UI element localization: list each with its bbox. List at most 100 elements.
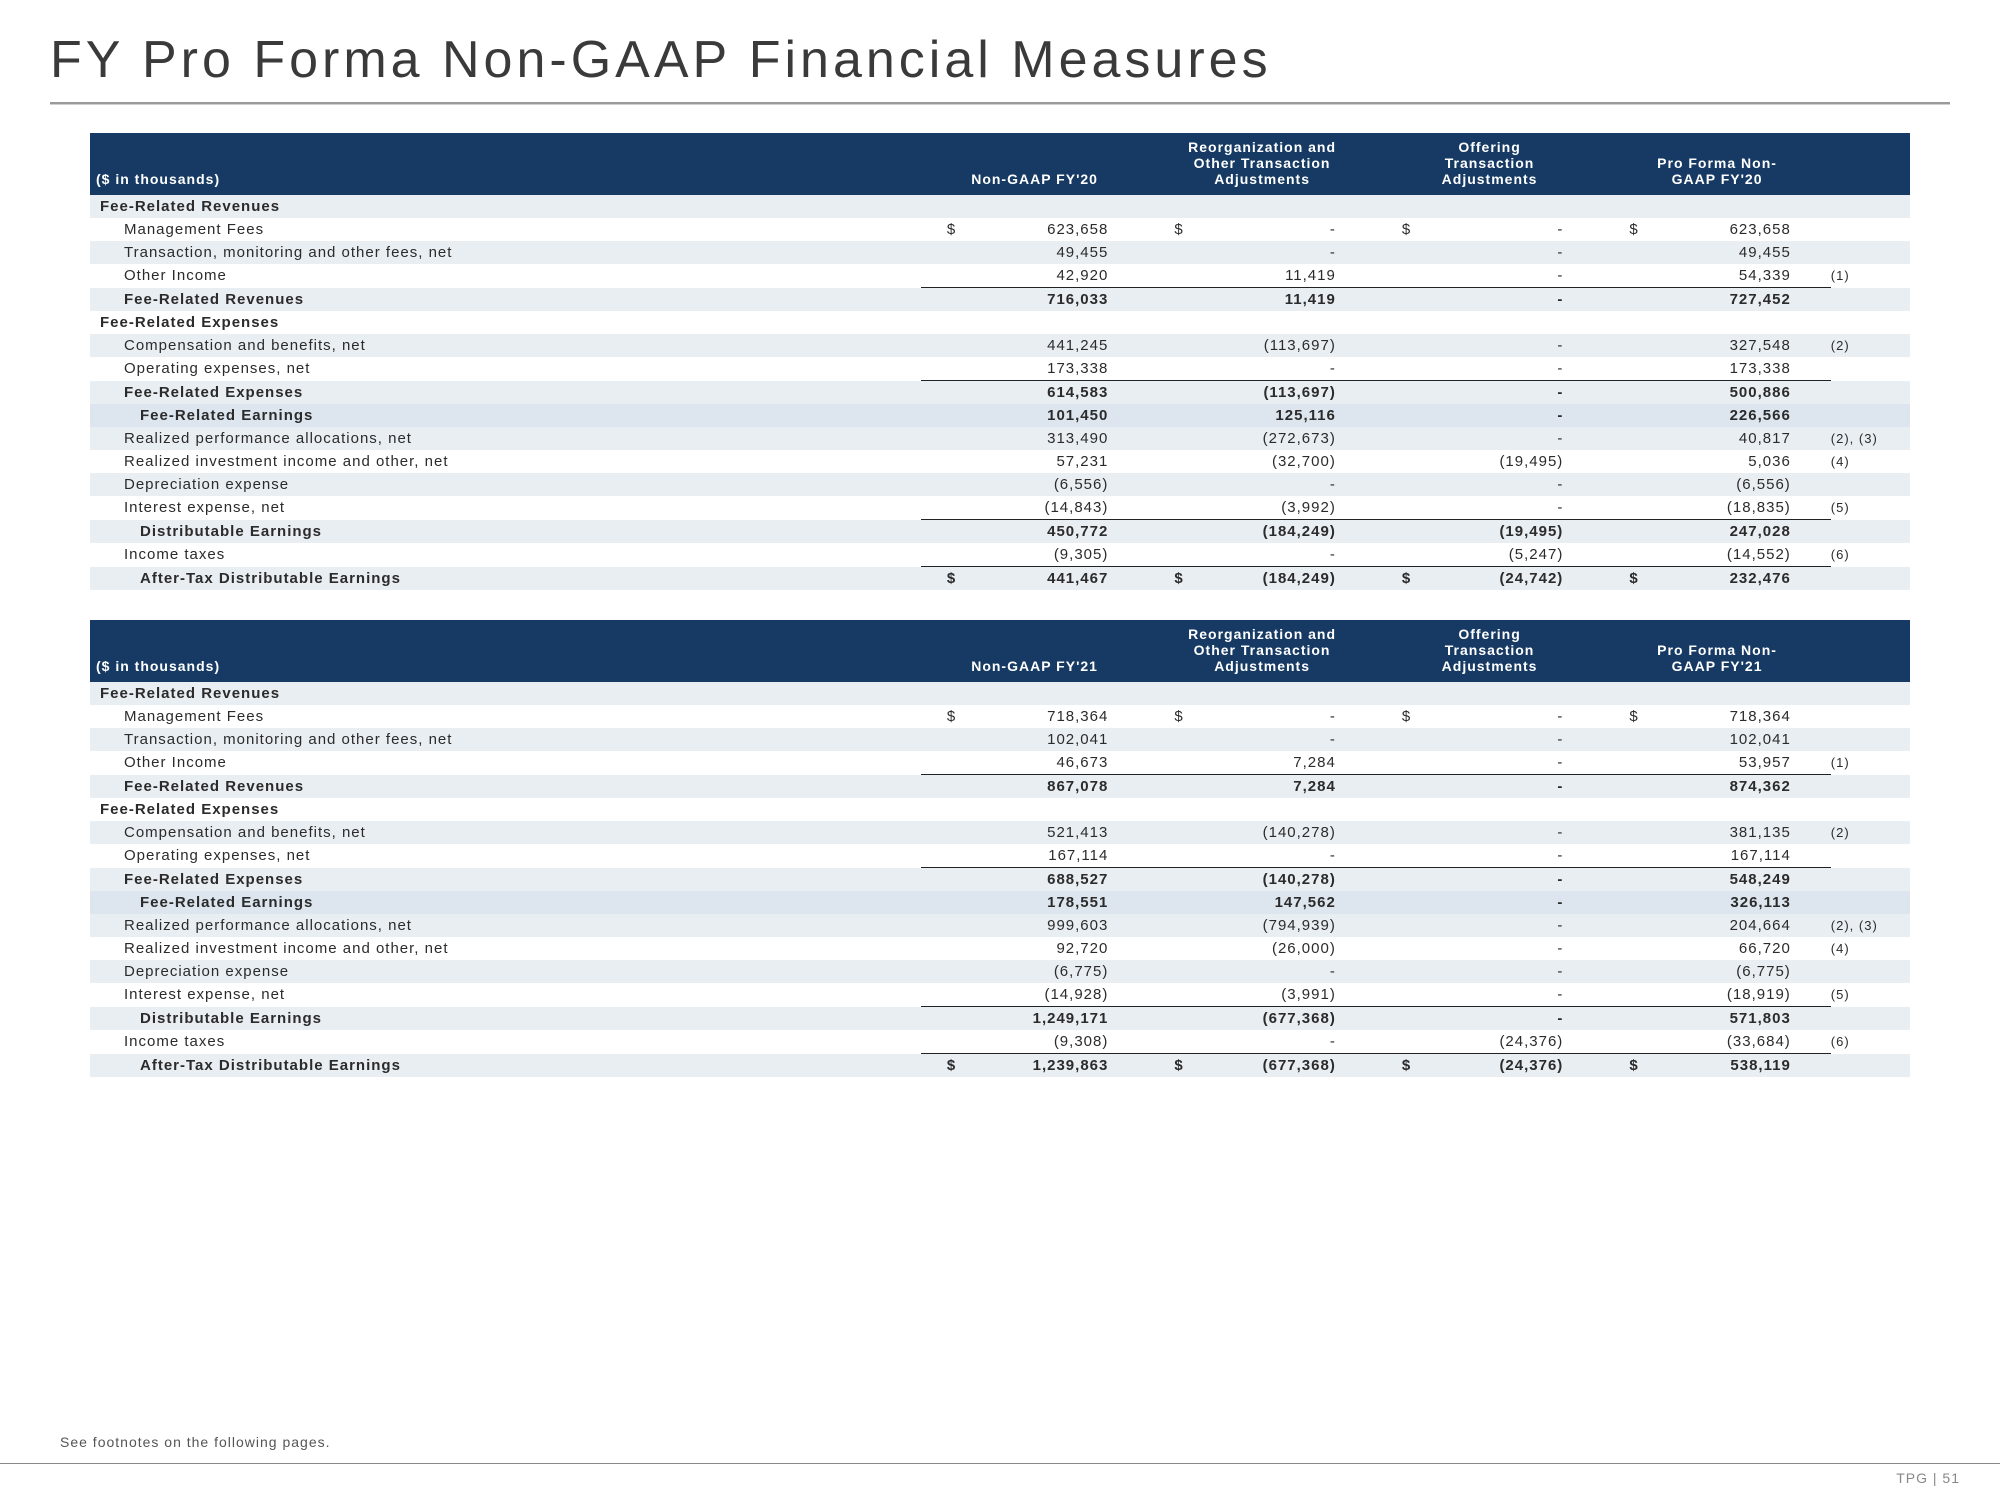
- table-row: Fee-Related Earnings178,551147,562-326,1…: [90, 891, 1910, 914]
- col-reorg: Reorganization andOther TransactionAdjus…: [1148, 133, 1375, 195]
- cell: $232,476: [1603, 567, 1830, 591]
- footnote-ref: (4): [1831, 937, 1910, 960]
- cell: 450,772: [921, 520, 1148, 544]
- cell: 326,113: [1603, 891, 1830, 914]
- footnote-ref: [1831, 868, 1910, 892]
- cell: -: [1376, 891, 1603, 914]
- table-row: Fee-Related Earnings101,450125,116-226,5…: [90, 404, 1910, 427]
- footnote-ref: (1): [1831, 751, 1910, 775]
- row-label: Management Fees: [90, 705, 921, 728]
- cell: -: [1148, 728, 1375, 751]
- cell: 571,803: [1603, 1007, 1830, 1031]
- cell: 500,886: [1603, 381, 1830, 405]
- cell: (6,556): [1603, 473, 1830, 496]
- cell: 7,284: [1148, 775, 1375, 799]
- page-rule: [0, 1463, 2000, 1464]
- cell: (9,308): [921, 1030, 1148, 1054]
- table-row: Fee-Related Revenues: [90, 195, 1910, 218]
- page-title: FY Pro Forma Non-GAAP Financial Measures: [50, 30, 1950, 102]
- cell: 102,041: [921, 728, 1148, 751]
- section-label: Fee-Related Revenues: [90, 682, 1910, 705]
- cell: (113,697): [1148, 381, 1375, 405]
- cell: -: [1376, 496, 1603, 520]
- table-fy21: ($ in thousands) Non-GAAP FY'21 Reorgani…: [50, 620, 1950, 1077]
- cell: 226,566: [1603, 404, 1830, 427]
- table-fy20: ($ in thousands) Non-GAAP FY'20 Reorgani…: [50, 133, 1950, 590]
- cell: -: [1376, 381, 1603, 405]
- cell: 381,135: [1603, 821, 1830, 844]
- cell: (5,247): [1376, 543, 1603, 567]
- table-row: Operating expenses, net167,114--167,114: [90, 844, 1910, 868]
- cell: 101,450: [921, 404, 1148, 427]
- cell: (14,843): [921, 496, 1148, 520]
- col-note: [1831, 133, 1910, 195]
- cell: $718,364: [1603, 705, 1830, 728]
- cell: -: [1148, 357, 1375, 381]
- footnote-ref: (5): [1831, 496, 1910, 520]
- cell: 1,249,171: [921, 1007, 1148, 1031]
- cell: (18,919): [1603, 983, 1830, 1007]
- section-label: Fee-Related Expenses: [90, 798, 1910, 821]
- cell: $(24,376): [1376, 1054, 1603, 1078]
- row-label: Fee-Related Revenues: [90, 775, 921, 799]
- cell: 49,455: [921, 241, 1148, 264]
- cell: 521,413: [921, 821, 1148, 844]
- row-label: Transaction, monitoring and other fees, …: [90, 728, 921, 751]
- cell: $-: [1148, 218, 1375, 241]
- table-row: Depreciation expense(6,775)--(6,775): [90, 960, 1910, 983]
- table-row: Depreciation expense(6,556)--(6,556): [90, 473, 1910, 496]
- cell: -: [1376, 751, 1603, 775]
- table-row: Fee-Related Expenses614,583(113,697)-500…: [90, 381, 1910, 405]
- cell: 688,527: [921, 868, 1148, 892]
- table-row: Compensation and benefits, net521,413(14…: [90, 821, 1910, 844]
- table-row: After-Tax Distributable Earnings$1,239,8…: [90, 1054, 1910, 1078]
- cell: -: [1376, 473, 1603, 496]
- footnote-ref: [1831, 357, 1910, 381]
- table-row: Distributable Earnings1,249,171(677,368)…: [90, 1007, 1910, 1031]
- section-label: Fee-Related Expenses: [90, 311, 1910, 334]
- cell: $(184,249): [1148, 567, 1375, 591]
- cell: -: [1376, 728, 1603, 751]
- table-row: Realized investment income and other, ne…: [90, 450, 1910, 473]
- cell: 54,339: [1603, 264, 1830, 288]
- cell: 716,033: [921, 288, 1148, 312]
- footnote-ref: (1): [1831, 264, 1910, 288]
- cell: $623,658: [921, 218, 1148, 241]
- table-row: Interest expense, net(14,843)(3,992)-(18…: [90, 496, 1910, 520]
- cell: (9,305): [921, 543, 1148, 567]
- row-label: Depreciation expense: [90, 960, 921, 983]
- row-label: Realized investment income and other, ne…: [90, 450, 921, 473]
- cell: (18,835): [1603, 496, 1830, 520]
- cell: -: [1148, 960, 1375, 983]
- cell: 867,078: [921, 775, 1148, 799]
- cell: -: [1376, 937, 1603, 960]
- cell: 178,551: [921, 891, 1148, 914]
- cell: (24,376): [1376, 1030, 1603, 1054]
- cell: -: [1376, 427, 1603, 450]
- cell: (184,249): [1148, 520, 1375, 544]
- cell: 247,028: [1603, 520, 1830, 544]
- cell: 727,452: [1603, 288, 1830, 312]
- cell: (33,684): [1603, 1030, 1830, 1054]
- table-row: Transaction, monitoring and other fees, …: [90, 241, 1910, 264]
- table-row: Other Income42,92011,419-54,339(1): [90, 264, 1910, 288]
- cell: -: [1376, 960, 1603, 983]
- row-label: After-Tax Distributable Earnings: [90, 1054, 921, 1078]
- table-row: Realized performance allocations, net313…: [90, 427, 1910, 450]
- footnote-ref: (6): [1831, 543, 1910, 567]
- row-label: Depreciation expense: [90, 473, 921, 496]
- footnote-ref: [1831, 891, 1910, 914]
- footnote-ref: [1831, 844, 1910, 868]
- cell: -: [1376, 288, 1603, 312]
- row-label: Operating expenses, net: [90, 357, 921, 381]
- cell: -: [1376, 868, 1603, 892]
- cell: 173,338: [1603, 357, 1830, 381]
- cell: (6,775): [1603, 960, 1830, 983]
- cell: 11,419: [1148, 264, 1375, 288]
- col-note: [1831, 620, 1910, 682]
- footnote-ref: (2), (3): [1831, 427, 1910, 450]
- cell: (32,700): [1148, 450, 1375, 473]
- cell: 147,562: [1148, 891, 1375, 914]
- cell: 46,673: [921, 751, 1148, 775]
- col-proforma: Pro Forma Non-GAAP FY'20: [1603, 133, 1830, 195]
